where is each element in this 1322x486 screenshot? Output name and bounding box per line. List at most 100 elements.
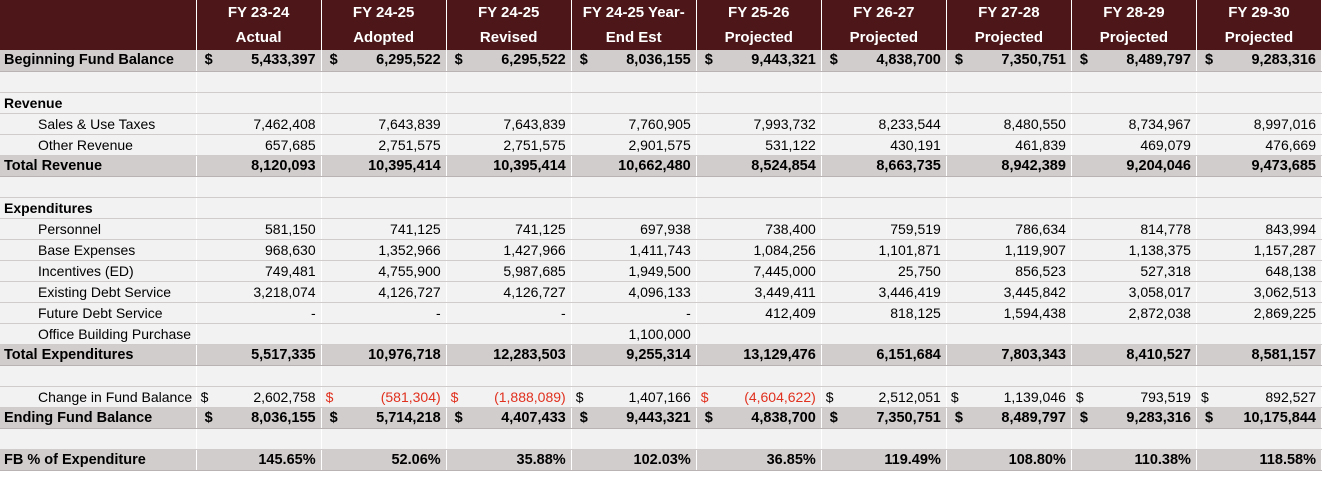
row-label: Ending Fund Balance: [0, 407, 197, 429]
value-cell: 102.03%: [571, 449, 697, 471]
value-cell: [321, 323, 447, 345]
value-cell: 145.65%: [196, 449, 322, 471]
table-row: [0, 176, 1322, 198]
cell-value: -: [561, 304, 566, 321]
value-cell: 8,524,854: [696, 155, 822, 177]
column-header-type: End Est: [571, 25, 697, 50]
cell-value: 4,838,700: [876, 52, 941, 69]
cell-value: 476,669: [1265, 136, 1316, 153]
value-cell: [1071, 71, 1197, 93]
value-cell: [696, 197, 822, 219]
value-cell: 3,062,513: [1196, 281, 1322, 303]
value-cell: [571, 365, 697, 387]
column-header-type: Revised: [446, 25, 572, 50]
value-cell: 814,778: [1071, 218, 1197, 240]
value-cell: $892,527: [1196, 386, 1322, 408]
value-cell: 657,685: [196, 134, 322, 156]
value-cell: $4,838,700: [696, 407, 822, 429]
value-cell: [321, 428, 447, 450]
value-cell: [1071, 176, 1197, 198]
currency-symbol: $: [325, 388, 334, 405]
row-label: Personnel: [0, 218, 197, 240]
value-cell: 7,993,732: [696, 113, 822, 135]
value-cell: -: [446, 302, 572, 324]
cell-value: 8,120,093: [251, 157, 316, 174]
value-cell: 968,630: [196, 239, 322, 261]
value-cell: 4,096,133: [571, 281, 697, 303]
currency-symbol: $: [704, 409, 713, 426]
value-cell: [196, 71, 322, 93]
value-cell: [1196, 176, 1322, 198]
cell-value: 8,942,389: [1001, 157, 1066, 174]
table-row: Expenditures: [0, 197, 1322, 219]
cell-value: 1,157,287: [1253, 241, 1316, 258]
value-cell: 108.80%: [946, 449, 1072, 471]
cell-value: 8,997,016: [1253, 115, 1316, 132]
cell-value: 1,411,743: [629, 241, 691, 258]
row-label: Sales & Use Taxes: [0, 113, 197, 135]
value-cell: 10,662,480: [571, 155, 697, 177]
value-cell: 9,255,314: [571, 344, 697, 366]
value-cell: -: [571, 302, 697, 324]
currency-symbol: $: [204, 52, 213, 68]
cell-value: 7,350,751: [876, 409, 941, 426]
value-cell: 8,581,157: [1196, 344, 1322, 366]
value-cell: [946, 176, 1072, 198]
cell-value: 8,489,797: [1001, 409, 1066, 426]
value-cell: [1071, 365, 1197, 387]
cell-value: 2,901,575: [628, 136, 691, 153]
value-cell: $ (581,304): [321, 386, 447, 408]
table-row: Personnel 581,150 741,125 741,125 697,938 738…: [0, 218, 1322, 240]
currency-symbol: $: [454, 52, 463, 68]
cell-value: 3,449,411: [754, 283, 816, 300]
value-cell: 2,751,575: [446, 134, 572, 156]
value-cell: $793,519: [1071, 386, 1197, 408]
value-cell: 1,101,871: [821, 239, 947, 261]
cell-value: 8,410,527: [1126, 346, 1191, 363]
value-cell: [196, 323, 322, 345]
value-cell: $ (1,888,089): [446, 386, 572, 408]
header-row-1: FY 23-24 FY 24-25 FY 24-25 FY 24-25 Year- FY…: [0, 0, 1322, 50]
table-row: Ending Fund Balance $8,036,155 $5,714,218 $…: [0, 407, 1322, 429]
column-header-type: Projected: [696, 25, 822, 50]
table-row: [0, 365, 1322, 387]
cell-value: 13,129,476: [743, 346, 816, 363]
value-cell: [946, 92, 1072, 114]
value-cell: 4,126,727: [321, 281, 447, 303]
row-label: Revenue: [0, 92, 197, 114]
column-header-period: FY 26-27: [821, 0, 947, 25]
cell-value: 52.06%: [391, 451, 441, 468]
value-cell: [1196, 197, 1322, 219]
cell-value: 118.58%: [1259, 451, 1316, 468]
cell-value: 3,445,842: [1003, 283, 1066, 300]
currency-symbol: $: [829, 409, 838, 426]
cell-value: (4,604,622): [744, 388, 816, 405]
currency-symbol: $: [704, 52, 713, 68]
column-header-type: Projected: [1071, 25, 1197, 50]
currency-symbol: $: [1204, 52, 1214, 68]
row-label: Future Debt Service: [0, 302, 197, 324]
value-cell: -: [321, 302, 447, 324]
value-cell: 2,751,575: [321, 134, 447, 156]
cell-value: 581,150: [265, 220, 316, 237]
currency-symbol: $: [954, 409, 963, 426]
value-cell: $6,295,522: [446, 50, 572, 72]
value-cell: [571, 176, 697, 198]
value-cell: $8,489,797: [1071, 50, 1197, 72]
cell-value: 741,125: [390, 220, 441, 237]
value-cell: $1,139,046: [946, 386, 1072, 408]
cell-value: 412,409: [765, 304, 816, 321]
cell-value: 1,352,966: [378, 241, 441, 258]
cell-value: 759,519: [890, 220, 941, 237]
value-cell: [696, 176, 822, 198]
value-cell: 749,481: [196, 260, 322, 282]
table-row: Other Revenue 657,685 2,751,575 2,751,575 2,…: [0, 134, 1322, 156]
cell-value: 1,084,256: [753, 241, 816, 258]
value-cell: 9,204,046: [1071, 155, 1197, 177]
cell-value: 9,255,314: [626, 346, 691, 363]
value-cell: 52.06%: [321, 449, 447, 471]
value-cell: 3,446,419: [821, 281, 947, 303]
cell-value: 6,151,684: [876, 346, 941, 363]
value-cell: [1071, 323, 1197, 345]
value-cell: $6,295,522: [321, 50, 447, 72]
